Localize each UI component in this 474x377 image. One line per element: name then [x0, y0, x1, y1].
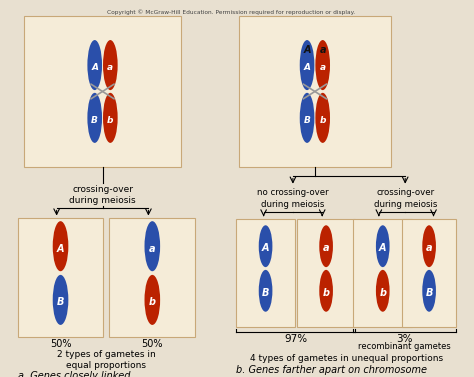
Text: a: a	[149, 244, 155, 254]
Ellipse shape	[315, 40, 330, 90]
Ellipse shape	[319, 270, 333, 312]
Text: 4 types of gametes in unequal proportions: 4 types of gametes in unequal proportion…	[250, 354, 443, 363]
Text: a: a	[323, 243, 329, 253]
FancyBboxPatch shape	[24, 16, 181, 167]
Text: B: B	[426, 288, 433, 298]
Text: A: A	[303, 44, 311, 55]
Text: 3%: 3%	[396, 334, 413, 344]
Text: 50%: 50%	[50, 340, 71, 349]
Text: B: B	[262, 288, 269, 298]
Ellipse shape	[300, 40, 314, 90]
Text: B: B	[57, 297, 64, 307]
Ellipse shape	[87, 93, 102, 143]
Text: a: a	[107, 63, 113, 72]
Ellipse shape	[145, 275, 160, 325]
Text: Copyright © McGraw-Hill Education. Permission required for reproduction or displ: Copyright © McGraw-Hill Education. Permi…	[107, 9, 356, 15]
Text: b: b	[149, 297, 156, 307]
Text: crossing-over
during meiosis: crossing-over during meiosis	[69, 185, 136, 205]
Text: A: A	[379, 243, 386, 253]
Ellipse shape	[53, 275, 68, 325]
Ellipse shape	[422, 270, 436, 312]
Ellipse shape	[259, 270, 273, 312]
Ellipse shape	[376, 270, 390, 312]
Text: a: a	[319, 44, 326, 55]
Text: A: A	[262, 243, 269, 253]
Text: a: a	[426, 243, 432, 253]
Text: crossing-over
during meiosis: crossing-over during meiosis	[374, 188, 437, 208]
Text: A: A	[91, 63, 98, 72]
Text: 2 types of gametes in
equal proportions: 2 types of gametes in equal proportions	[57, 349, 156, 369]
Ellipse shape	[103, 93, 118, 143]
FancyBboxPatch shape	[239, 16, 391, 167]
Text: a: a	[319, 63, 326, 72]
Text: 50%: 50%	[142, 340, 163, 349]
Text: B: B	[304, 116, 310, 125]
Ellipse shape	[145, 221, 160, 271]
FancyBboxPatch shape	[109, 218, 195, 337]
Ellipse shape	[103, 40, 118, 90]
FancyBboxPatch shape	[354, 219, 412, 327]
Text: A: A	[303, 63, 310, 72]
FancyBboxPatch shape	[402, 219, 456, 327]
Text: recombinant gametes: recombinant gametes	[358, 342, 451, 351]
Text: A: A	[57, 244, 64, 254]
Text: b: b	[107, 116, 114, 125]
Text: b: b	[379, 288, 386, 298]
Text: no crossing-over
during meiosis: no crossing-over during meiosis	[257, 188, 329, 208]
Ellipse shape	[53, 221, 68, 271]
Ellipse shape	[315, 93, 330, 143]
Text: b: b	[323, 288, 329, 298]
Ellipse shape	[376, 225, 390, 267]
FancyBboxPatch shape	[297, 219, 356, 327]
Ellipse shape	[259, 225, 273, 267]
Ellipse shape	[87, 40, 102, 90]
Ellipse shape	[319, 225, 333, 267]
Text: b: b	[319, 116, 326, 125]
Text: a. Genes closely linked: a. Genes closely linked	[18, 371, 130, 377]
Ellipse shape	[300, 93, 314, 143]
FancyBboxPatch shape	[18, 218, 103, 337]
Ellipse shape	[422, 225, 436, 267]
FancyBboxPatch shape	[236, 219, 295, 327]
Text: b. Genes farther apart on chromosome: b. Genes farther apart on chromosome	[236, 365, 427, 375]
Text: B: B	[91, 116, 98, 125]
Text: 97%: 97%	[284, 334, 308, 344]
